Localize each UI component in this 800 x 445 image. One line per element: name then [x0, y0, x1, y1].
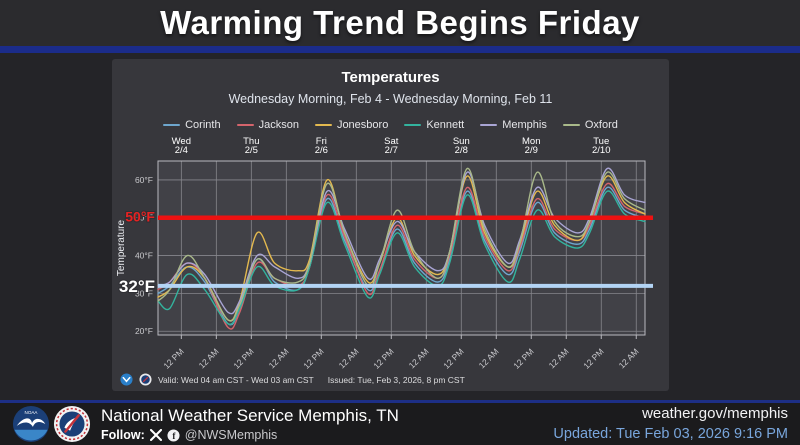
x-twitter-icon	[149, 429, 162, 441]
svg-text:12 PM: 12 PM	[581, 346, 605, 370]
main-area: Temperatures Wednesday Morning, Feb 4 - …	[0, 53, 800, 400]
svg-text:12 PM: 12 PM	[161, 346, 185, 370]
legend-swatch	[562, 123, 580, 127]
follow-label: Follow:	[101, 428, 145, 442]
nws-logo	[53, 405, 91, 443]
legend-item: Jackson	[236, 119, 299, 131]
svg-text:Temperature: Temperature	[116, 219, 127, 276]
svg-text:12 AM: 12 AM	[337, 346, 361, 370]
valid-bar: Valid: Wed 04 am CST - Wed 03 am CST Iss…	[112, 373, 669, 386]
legend-label: Jonesboro	[336, 119, 389, 131]
legend-label: Memphis	[502, 119, 547, 131]
svg-text:30°F: 30°F	[135, 288, 153, 298]
legend-item: Corinth	[163, 119, 221, 131]
svg-text:12 AM: 12 AM	[547, 346, 571, 370]
noaa-mini-icon	[120, 373, 133, 386]
agency-logos: NOAA	[12, 405, 91, 443]
org-block: National Weather Service Memphis, TN Fol…	[101, 406, 399, 442]
svg-text:12 PM: 12 PM	[441, 346, 465, 370]
legend-label: Kennett	[426, 119, 465, 131]
svg-text:f: f	[172, 431, 176, 441]
contact-block: weather.gov/memphis Updated: Tue Feb 03,…	[553, 403, 788, 445]
legend-swatch	[404, 123, 422, 127]
svg-text:NOAA: NOAA	[25, 410, 39, 415]
valid-text: Valid: Wed 04 am CST - Wed 03 am CST	[158, 374, 314, 385]
svg-text:12 PM: 12 PM	[231, 346, 255, 370]
updated-timestamp: Updated: Tue Feb 03, 2026 9:16 PM	[553, 426, 788, 443]
legend-swatch	[314, 123, 332, 127]
follow-row: Follow: f @NWSMemphis	[101, 428, 399, 442]
svg-text:12 AM: 12 AM	[197, 346, 221, 370]
svg-text:40°F: 40°F	[135, 251, 153, 261]
svg-text:12 AM: 12 AM	[617, 346, 641, 370]
legend-swatch	[236, 123, 254, 127]
svg-text:50°F: 50°F	[125, 209, 155, 225]
noaa-logo: NOAA	[12, 405, 50, 443]
legend-label: Jackson	[258, 119, 299, 131]
legend-swatch	[480, 123, 498, 127]
svg-text:20°F: 20°F	[135, 326, 153, 336]
org-name: National Weather Service Memphis, TN	[101, 406, 399, 425]
facebook-icon: f	[167, 428, 180, 441]
page-title: Warming Trend Begins Friday	[160, 4, 640, 41]
svg-text:12 PM: 12 PM	[371, 346, 395, 370]
svg-text:12 PM: 12 PM	[511, 346, 535, 370]
footer-bar: NOAA National Weather Service Memphis, T…	[0, 403, 800, 445]
legend-item: Jonesboro	[314, 119, 389, 131]
header-banner: Warming Trend Begins Friday	[0, 0, 800, 46]
legend-swatch	[163, 123, 181, 127]
chart-subtitle: Wednesday Morning, Feb 4 - Wednesday Mor…	[228, 92, 553, 106]
svg-text:12 AM: 12 AM	[267, 346, 291, 370]
website-url: weather.gov/memphis	[642, 404, 788, 422]
legend-label: Corinth	[185, 119, 221, 131]
svg-text:12 PM: 12 PM	[301, 346, 325, 370]
legend-label: Oxford	[584, 119, 618, 131]
svg-text:50°F: 50°F	[135, 213, 153, 223]
svg-text:12 AM: 12 AM	[477, 346, 501, 370]
chart-title: Temperatures	[341, 69, 440, 86]
svg-text:32°F: 32°F	[119, 277, 155, 296]
svg-text:12 AM: 12 AM	[407, 346, 431, 370]
social-handle: @NWSMemphis	[184, 428, 278, 442]
svg-text:60°F: 60°F	[135, 175, 153, 185]
header-divider	[0, 46, 800, 53]
legend-item: Kennett	[404, 119, 464, 131]
issued-text: Issued: Tue, Feb 3, 2026, 8 pm CST	[327, 374, 465, 385]
chart-legend: Corinth Jackson Jonesboro Kennett Memphis Oxf…	[112, 119, 669, 131]
chart-card: Temperatures Wednesday Morning, Feb 4 - …	[112, 59, 669, 391]
footer-divider	[0, 400, 800, 403]
temperature-chart: 20°F 30°F 40°F 50°F 60°F 12 PM 12 AM 12 PM 12 AM…	[116, 136, 653, 371]
legend-item: Oxford	[562, 119, 618, 131]
nws-mini-icon	[139, 373, 152, 386]
legend-item: Memphis	[480, 119, 547, 131]
